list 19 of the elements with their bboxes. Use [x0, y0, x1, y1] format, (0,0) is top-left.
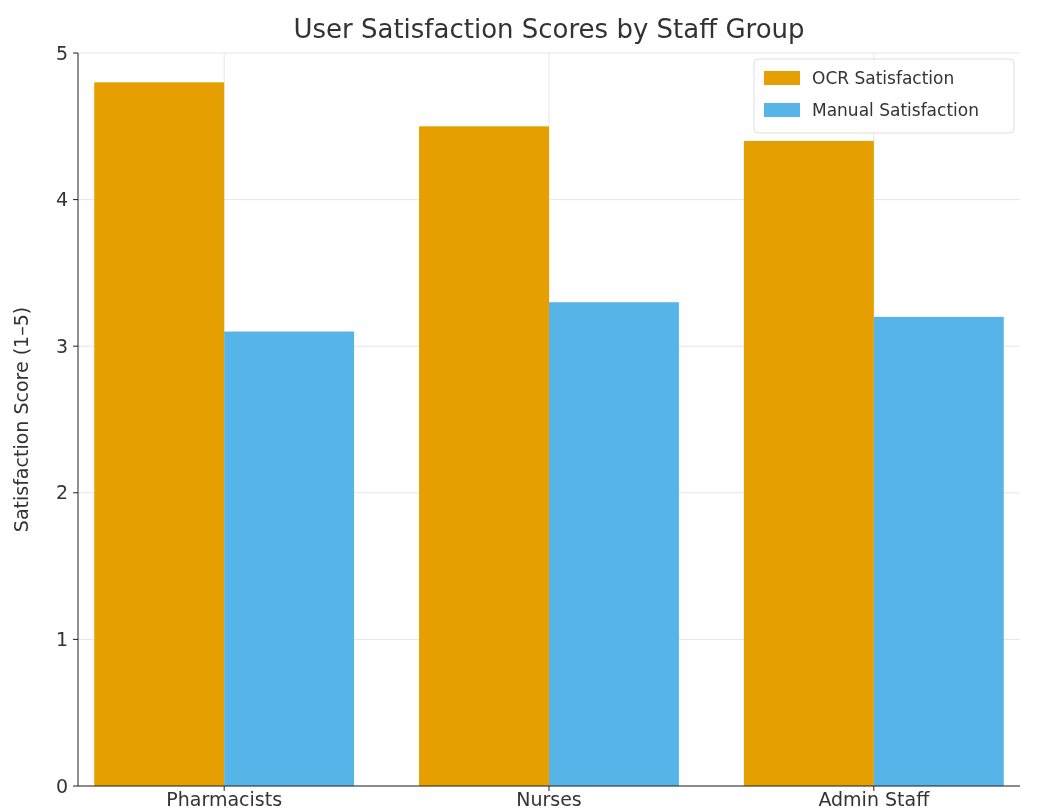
y-tick-label: 5	[55, 41, 68, 64]
bar	[419, 126, 549, 786]
x-tick-label: Nurses	[516, 788, 582, 810]
y-tick-label: 1	[55, 628, 68, 651]
x-tick-label: Admin Staff	[818, 788, 931, 810]
bar	[743, 140, 874, 786]
bar	[549, 302, 679, 786]
y-tick-label: 0	[55, 774, 68, 797]
bar	[224, 331, 355, 786]
y-tick-label: 3	[55, 334, 68, 357]
x-tick-label: Pharmacists	[166, 788, 283, 810]
y-tick-label: 2	[55, 481, 68, 504]
legend-label: OCR Satisfaction	[812, 67, 955, 88]
legend-label: Manual Satisfaction	[812, 99, 979, 120]
y-tick-label: 4	[55, 188, 68, 211]
chart-title: User Satisfaction Scores by Staff Group	[293, 14, 805, 44]
bar	[94, 82, 225, 786]
bar	[873, 316, 1004, 786]
y-axis-title: Satisfaction Score (1–5)	[10, 306, 32, 533]
